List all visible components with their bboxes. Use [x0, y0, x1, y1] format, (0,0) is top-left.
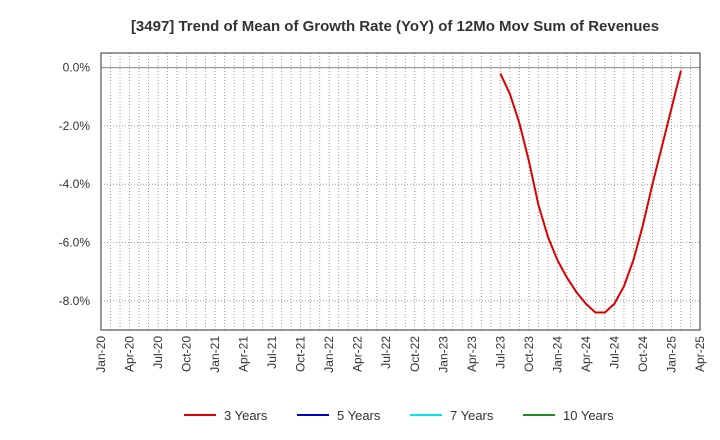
y-tick-label: -6.0%: [59, 236, 91, 250]
x-tick-label: Jan-21: [208, 336, 222, 373]
x-tick-label: Oct-20: [180, 336, 194, 372]
x-tick-label: Jul-22: [379, 336, 393, 369]
x-tick-label: Jan-20: [94, 336, 108, 373]
x-tick-label: Oct-23: [522, 336, 536, 372]
x-tick-label: Apr-24: [579, 336, 593, 372]
x-axis: Jan-20 Apr-20 Jul-20 Oct-20 Jan-21 Apr-21 Jul-…: [94, 336, 707, 373]
y-tick-label: -4.0%: [59, 177, 91, 191]
x-tick-label: Apr-25: [693, 336, 707, 372]
legend-label: 7 Years: [450, 408, 494, 423]
grid-layer: [101, 53, 700, 330]
x-tick-label: Oct-21: [294, 336, 308, 372]
legend-label: 5 Years: [337, 408, 381, 423]
x-tick-label: Jul-21: [265, 336, 279, 369]
y-tick-label: -2.0%: [59, 119, 91, 133]
x-tick-label: Apr-20: [123, 336, 137, 372]
plot-area: [100, 52, 701, 331]
x-tick-label: Jul-24: [607, 336, 621, 369]
x-tick-label: Jan-22: [322, 336, 336, 373]
x-tick-label: Jan-23: [436, 336, 450, 373]
x-tick-label: Jul-23: [493, 336, 507, 369]
series-layer: [499, 70, 682, 314]
chart-title: [3497] Trend of Mean of Growth Rate (YoY…: [131, 18, 659, 35]
x-tick-label: Apr-22: [351, 336, 365, 372]
legend-label: 10 Years: [563, 408, 614, 423]
legend-label: 3 Years: [224, 408, 268, 423]
legend: 3 Years 5 Years 7 Years 10 Years: [184, 408, 614, 423]
x-tick-label: Jul-20: [151, 336, 165, 369]
x-tick-label: Apr-23: [465, 336, 479, 372]
y-tick-label: -8.0%: [59, 294, 91, 308]
y-axis: 0.0% -2.0% -4.0% -6.0% -8.0%: [59, 61, 91, 308]
y-tick-label: 0.0%: [63, 61, 91, 75]
x-tick-label: Oct-22: [408, 336, 422, 372]
x-tick-label: Jan-24: [550, 336, 564, 373]
x-tick-label: Oct-24: [636, 336, 650, 372]
series-line-3-years: [499, 70, 682, 314]
x-tick-label: Apr-21: [237, 336, 251, 372]
x-tick-label: Jan-25: [664, 336, 678, 373]
